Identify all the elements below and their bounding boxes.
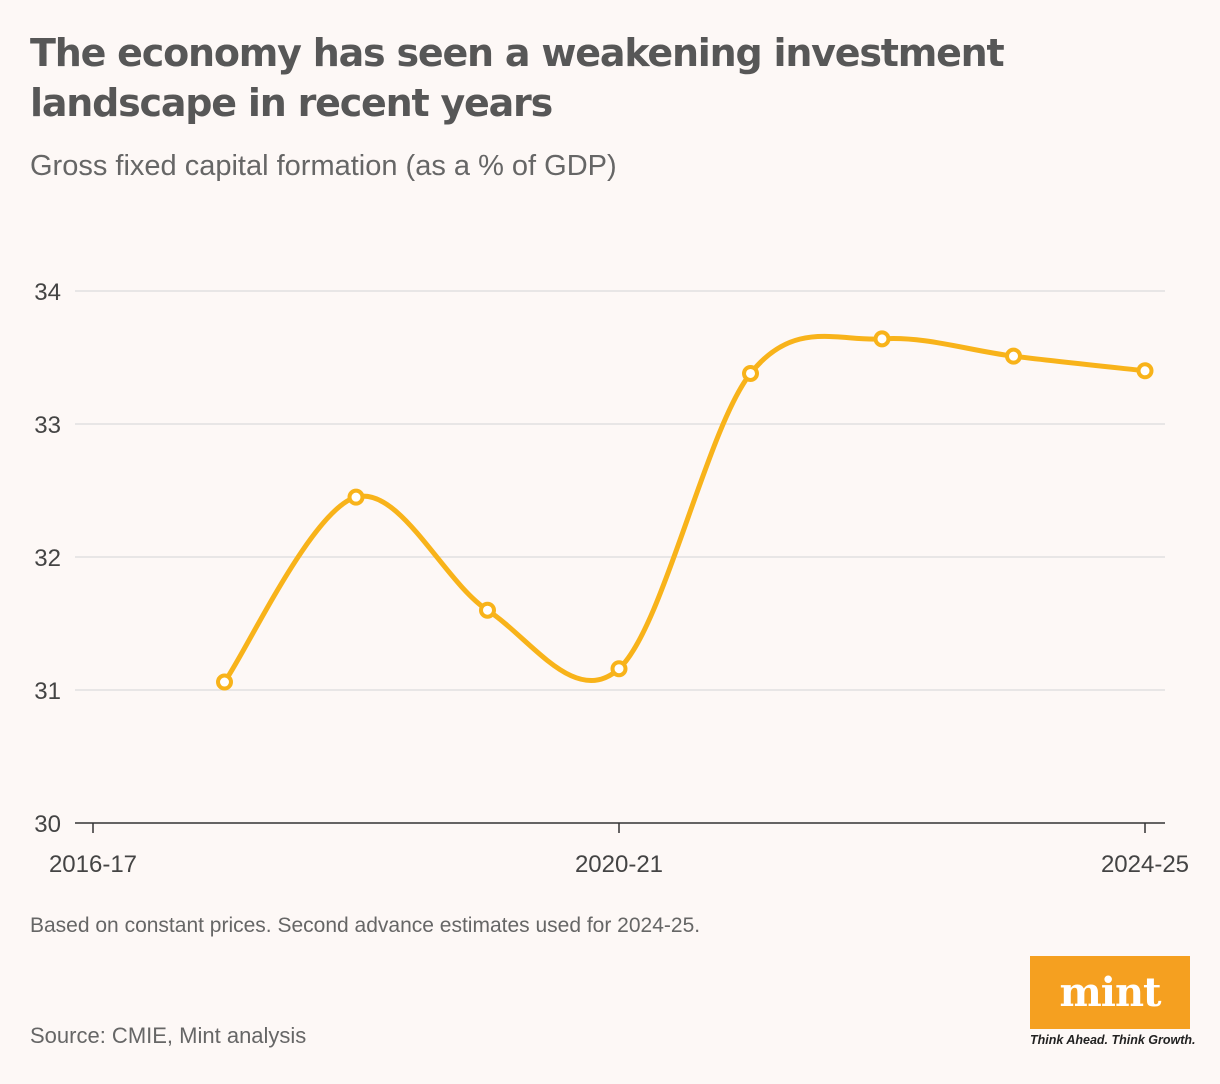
y-tick-label: 33 [34, 412, 61, 439]
data-point [873, 330, 891, 348]
chart-subtitle: Gross fixed capital formation (as a % of… [30, 150, 617, 182]
mint-logo: mint Think Ahead. Think Growth. [1030, 956, 1196, 1047]
x-tick-label: 2016-17 [49, 851, 137, 878]
series-layer [222, 333, 1148, 685]
data-point [1005, 347, 1022, 365]
y-axis-labels: 30 31 32 33 34 [34, 279, 61, 838]
logo-wordmark: mint [1059, 969, 1161, 1016]
y-tick-label: 34 [34, 279, 61, 306]
data-point [1136, 362, 1154, 380]
y-tick-label: 31 [34, 678, 61, 705]
y-tick-label: 32 [34, 545, 61, 572]
data-point [347, 488, 365, 506]
x-axis: 2016-17 2020-21 2024-25 [49, 822, 1189, 878]
data-point [216, 673, 233, 691]
data-point [610, 660, 628, 678]
data-point [742, 364, 759, 382]
series-line-0 [222, 333, 1148, 685]
chart-note: Based on constant prices. Second advance… [30, 914, 701, 937]
gridlines [75, 290, 1165, 691]
line-chart: 2016-17 2020-21 2024-25 30 31 32 33 34 [34, 279, 1189, 878]
markers-layer [216, 330, 1154, 691]
logo-tagline: Think Ahead. Think Growth. [1030, 1033, 1196, 1047]
source-credit: Source: CMIE, Mint analysis [30, 1023, 307, 1048]
x-tick-label: 2024-25 [1101, 851, 1189, 878]
chart-title: The economy has seen a weakening investm… [30, 31, 1005, 125]
data-point [479, 601, 496, 619]
x-tick-label: 2020-21 [575, 851, 663, 878]
y-tick-label: 30 [34, 811, 61, 838]
logo-box: mint [1030, 956, 1190, 1029]
